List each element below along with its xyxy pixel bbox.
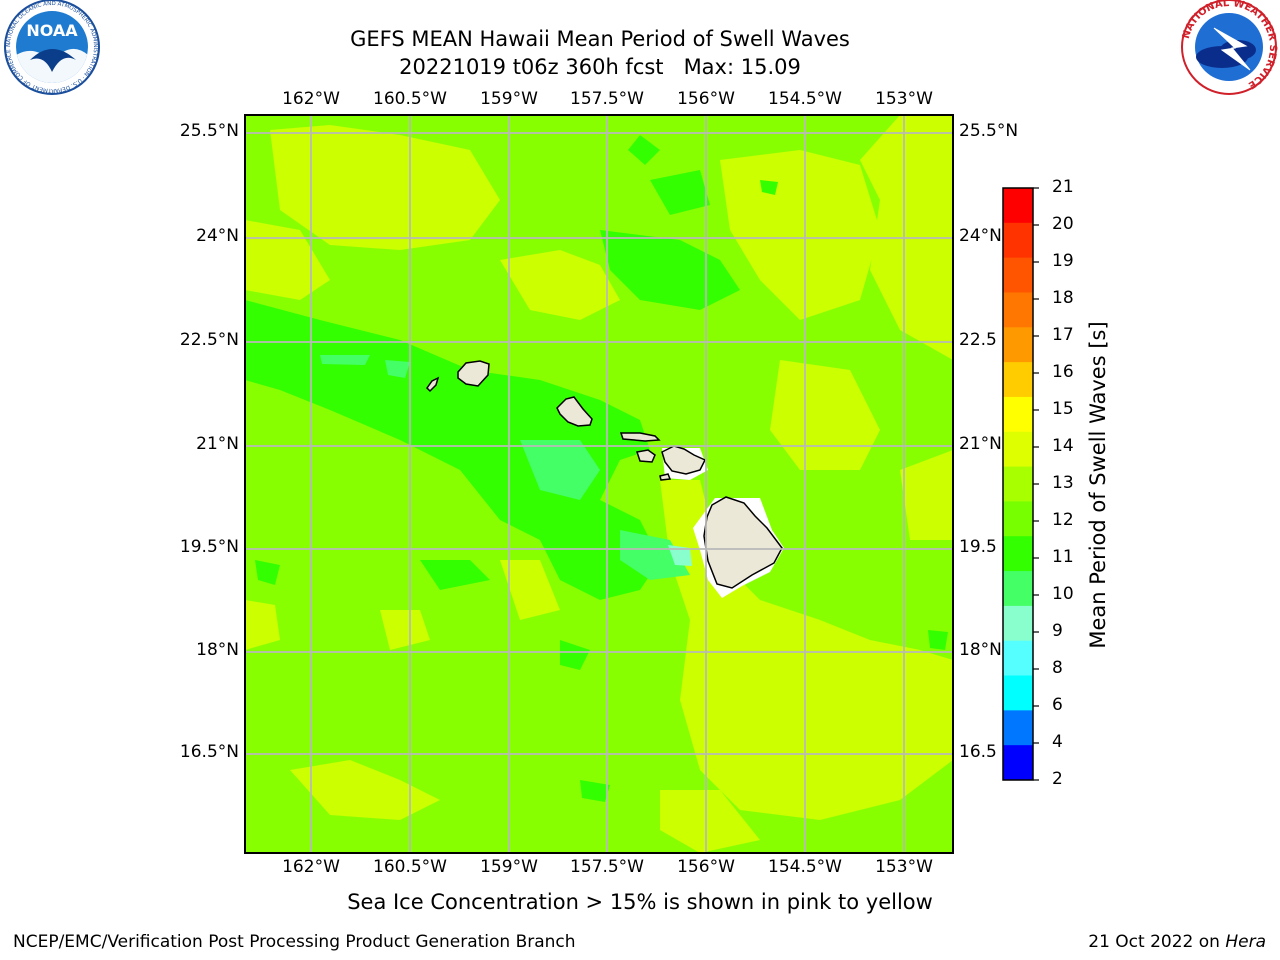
kahoolawe-island <box>659 473 672 481</box>
colorbar-tick-marks <box>1033 187 1039 781</box>
colorbar-swatch <box>1003 292 1033 328</box>
colorbar-tick-label: 4 <box>1052 732 1063 752</box>
nws-logo: NATIONAL WEATHER SERVICE <box>1181 0 1278 95</box>
lat-tick-right: 22.5 <box>959 330 997 350</box>
colorbar-swatch <box>1003 396 1033 433</box>
oahu-island <box>556 396 593 427</box>
colorbar-swatch <box>1003 536 1033 572</box>
colorbar-tick-label: 10 <box>1052 584 1074 604</box>
colorbar-swatch <box>1003 605 1033 642</box>
colorbar-tick-label: 12 <box>1052 510 1074 530</box>
lon-tick-top: 156°W <box>677 89 735 109</box>
colorbar-swatch <box>1003 257 1033 293</box>
colorbar-tick-label: 14 <box>1052 436 1074 456</box>
footer-credit: NCEP/EMC/Verification Post Processing Pr… <box>13 932 576 952</box>
graticule <box>245 115 953 853</box>
noaa-logo-text: NOAA <box>26 21 78 40</box>
colorbar-swatch <box>1003 431 1033 468</box>
noaa-logo: NOAA NATIONAL OCEANIC AND ATMOSPHERIC AD… <box>4 0 100 95</box>
swell-period-field <box>245 115 953 853</box>
lat-tick-right: 19.5 <box>959 537 997 557</box>
footer-date-text: 21 Oct 2022 on <box>1088 932 1226 952</box>
colorbar-tick-label: 8 <box>1052 658 1063 678</box>
lat-tick-right: 24°N <box>959 226 1002 246</box>
colorbar <box>1003 188 1033 781</box>
colorbar-swatch <box>1003 745 1033 781</box>
lon-tick-top: 153°W <box>875 89 933 109</box>
niihau-island <box>426 376 440 393</box>
colorbar-tick-label: 16 <box>1052 362 1074 382</box>
lon-tick-bottom: 162°W <box>282 857 340 877</box>
colorbar-swatch <box>1003 222 1033 259</box>
colorbar-tick-label: 18 <box>1052 288 1074 308</box>
colorbar-tick-label: 17 <box>1052 325 1074 345</box>
lon-tick-top: 160.5°W <box>373 89 447 109</box>
colorbar-tick-label: 6 <box>1052 695 1063 715</box>
footer-host: Hera <box>1225 932 1266 952</box>
lon-tick-bottom: 153°W <box>875 857 933 877</box>
lon-tick-bottom: 160.5°W <box>373 857 447 877</box>
colorbar-swatch <box>1003 362 1033 398</box>
colorbar-swatch <box>1003 327 1033 363</box>
lon-tick-top: 159°W <box>480 89 538 109</box>
colorbar-swatch <box>1003 188 1033 224</box>
lat-tick-right: 25.5°N <box>959 121 1019 141</box>
lat-tick-left: 16.5°N <box>179 742 239 762</box>
lat-tick-left: 22.5°N <box>179 330 239 350</box>
colorbar-tick-label: 15 <box>1052 399 1074 419</box>
lon-tick-bottom: 156°W <box>677 857 735 877</box>
chart-subtitle: 20221019 t06z 360h fcst Max: 15.09 <box>399 55 801 79</box>
lon-tick-bottom: 159°W <box>480 857 538 877</box>
lanai-island <box>636 449 656 463</box>
colorbar-swatch <box>1003 571 1033 607</box>
sea-ice-caption: Sea Ice Concentration > 15% is shown in … <box>347 890 933 914</box>
lat-tick-right: 18°N <box>959 640 1002 660</box>
colorbar-tick-label: 21 <box>1052 177 1074 197</box>
footer-date: 21 Oct 2022 on Hera <box>1088 932 1266 952</box>
colorbar-tick-label: 11 <box>1052 547 1074 567</box>
lon-tick-top: 157.5°W <box>570 89 644 109</box>
lat-tick-left: 24°N <box>196 226 239 246</box>
colorbar-tick-label: 13 <box>1052 473 1074 493</box>
lon-tick-bottom: 154.5°W <box>768 857 842 877</box>
colorbar-swatch <box>1003 675 1033 711</box>
colorbar-swatch <box>1003 710 1033 746</box>
lat-tick-right: 16.5 <box>959 742 997 762</box>
lat-tick-left: 18°N <box>196 640 239 660</box>
colorbar-swatch <box>1003 640 1033 677</box>
colorbar-swatch <box>1003 501 1033 537</box>
lat-tick-left: 19.5°N <box>179 537 239 557</box>
colorbar-tick-label: 2 <box>1052 769 1063 789</box>
hawaii-big-island <box>703 496 783 589</box>
lat-tick-right: 21°N <box>959 434 1002 454</box>
hawaiian-islands <box>426 360 783 589</box>
colorbar-tick-label: 9 <box>1052 621 1063 641</box>
lon-tick-top: 162°W <box>282 89 340 109</box>
chart-title: GEFS MEAN Hawaii Mean Period of Swell Wa… <box>350 27 850 51</box>
colorbar-swatch <box>1003 466 1033 502</box>
lon-tick-top: 154.5°W <box>768 89 842 109</box>
colorbar-label: Mean Period of Swell Waves [s] <box>1086 321 1110 649</box>
molokai-island <box>619 432 661 442</box>
colorbar-tick-label: 19 <box>1052 251 1074 271</box>
lon-tick-bottom: 157.5°W <box>570 857 644 877</box>
map-frame <box>244 114 954 854</box>
colorbar-tick-label: 20 <box>1052 214 1074 234</box>
lat-tick-left: 21°N <box>196 434 239 454</box>
kauai-island <box>457 360 490 387</box>
maui-island <box>661 445 707 475</box>
lat-tick-left: 25.5°N <box>179 121 239 141</box>
